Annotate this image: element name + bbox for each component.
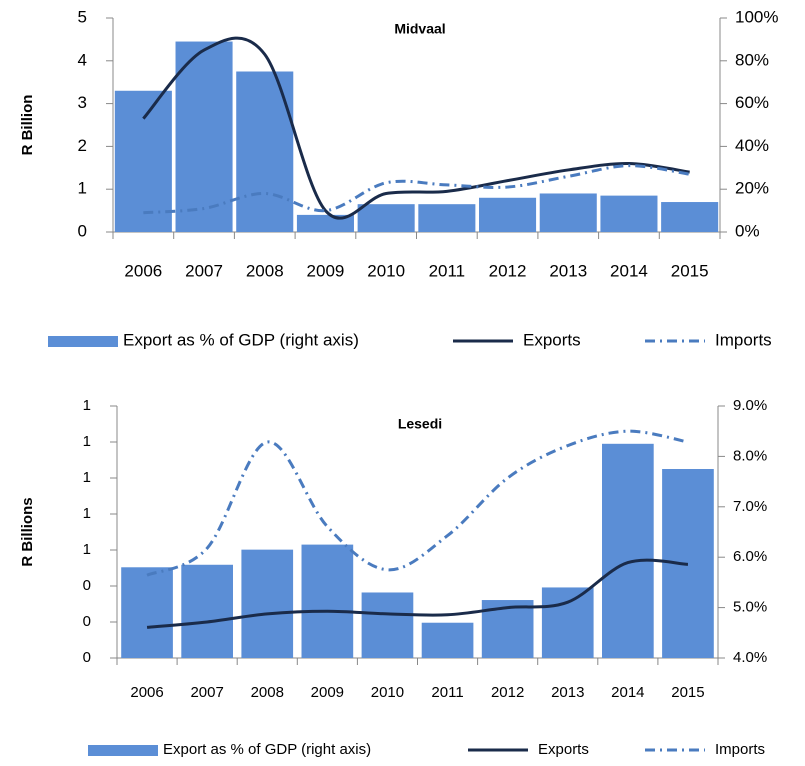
bar <box>361 592 414 658</box>
legend-label: Exports <box>538 741 589 758</box>
x-tick-label: 2013 <box>549 261 587 280</box>
line <box>146 429 689 577</box>
y2-tick-label: 60% <box>735 93 769 112</box>
bar <box>661 202 719 232</box>
y-tick-label: 4 <box>78 50 87 69</box>
y-tick-label: 1 <box>83 505 91 522</box>
x-tick-label: 2010 <box>371 684 404 701</box>
bar <box>241 549 294 658</box>
legend-label: Export as % of GDP (right axis) <box>123 330 359 349</box>
line <box>146 558 689 629</box>
y-tick-label: 1 <box>83 397 91 414</box>
bar <box>479 197 537 232</box>
legend-label: Exports <box>523 330 581 349</box>
x-tick-label: 2010 <box>367 261 405 280</box>
y2-tick-label: 5.0% <box>733 599 767 616</box>
bar <box>600 195 658 232</box>
x-tick-label: 2008 <box>251 684 284 701</box>
y-tick-label: 0 <box>78 221 87 240</box>
chart-title: Midvaal <box>394 21 445 37</box>
y2-tick-label: 6.0% <box>733 548 767 565</box>
bar <box>602 443 654 658</box>
y2-tick-label: 20% <box>735 179 769 198</box>
line <box>142 36 690 220</box>
x-tick-label: 2012 <box>489 261 527 280</box>
y-axis-label: R Billions <box>19 497 36 566</box>
x-tick-label: 2015 <box>671 684 704 701</box>
y-tick-label: 2 <box>78 136 87 155</box>
bar <box>121 567 173 658</box>
legend-label: Imports <box>715 741 765 758</box>
bar <box>421 622 474 658</box>
y2-tick-label: 0% <box>735 221 760 240</box>
bar <box>301 544 354 658</box>
x-tick-label: 2007 <box>190 684 223 701</box>
y2-tick-label: 9.0% <box>733 397 767 414</box>
x-tick-label: 2011 <box>431 684 463 701</box>
x-tick-label: 2009 <box>307 261 345 280</box>
x-tick-label: 2014 <box>611 684 644 701</box>
y-tick-label: 1 <box>83 541 91 558</box>
y-axis-label: R Billion <box>19 95 36 156</box>
y2-tick-label: 4.0% <box>733 649 767 666</box>
x-tick-label: 2007 <box>185 261 223 280</box>
x-tick-label: 2014 <box>610 261 648 280</box>
bar <box>236 71 294 232</box>
y-tick-label: 3 <box>78 93 87 112</box>
bar <box>175 41 233 232</box>
bar <box>114 90 172 232</box>
y-tick-label: 1 <box>83 433 91 450</box>
y-tick-label: 1 <box>78 179 87 198</box>
bar <box>181 564 233 658</box>
y-tick-label: 0 <box>83 613 91 630</box>
y2-tick-label: 7.0% <box>733 498 767 515</box>
y2-tick-label: 80% <box>735 50 769 69</box>
y2-tick-label: 8.0% <box>733 447 767 464</box>
x-tick-label: 2009 <box>311 684 344 701</box>
y-tick-label: 1 <box>83 469 91 486</box>
legend-swatch <box>88 745 158 756</box>
bar <box>539 193 597 232</box>
y-tick-label: 5 <box>78 7 87 26</box>
y2-tick-label: 100% <box>735 7 778 26</box>
y-tick-label: 0 <box>83 649 91 666</box>
x-tick-label: 2011 <box>429 261 466 280</box>
x-tick-label: 2013 <box>551 684 584 701</box>
x-tick-label: 2015 <box>671 261 709 280</box>
bar <box>418 204 476 232</box>
x-tick-label: 2006 <box>130 684 163 701</box>
y2-tick-label: 40% <box>735 136 769 155</box>
legend-label: Export as % of GDP (right axis) <box>163 741 371 758</box>
x-tick-label: 2006 <box>124 261 162 280</box>
x-tick-label: 2008 <box>246 261 284 280</box>
bar <box>541 587 594 658</box>
x-tick-label: 2012 <box>491 684 524 701</box>
line <box>143 164 690 215</box>
legend-label: Imports <box>715 330 772 349</box>
legend-swatch <box>48 336 118 347</box>
chart-title: Lesedi <box>398 416 442 432</box>
y-tick-label: 0 <box>83 577 91 594</box>
bar <box>357 204 415 232</box>
